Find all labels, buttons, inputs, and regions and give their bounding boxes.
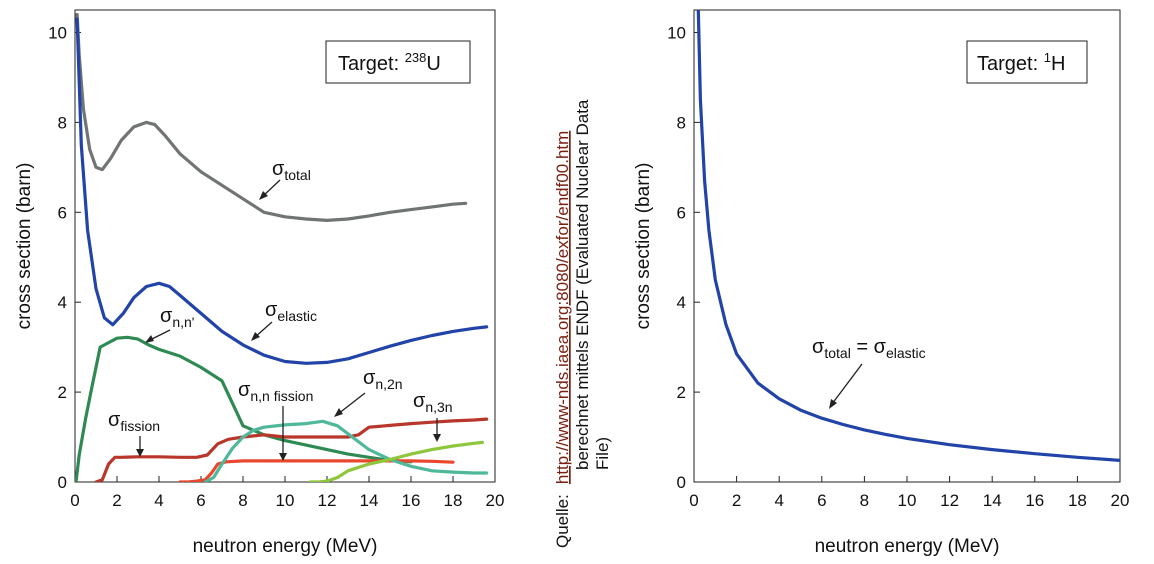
- y-tick-label: 2: [677, 383, 686, 402]
- x-tick-label: 2: [732, 491, 741, 510]
- series-line-elastic: [696, 10, 1120, 462]
- y-tick-label: 0: [677, 473, 686, 492]
- x-tick-label: 4: [154, 491, 163, 510]
- svg-text:σfission: σfission: [108, 409, 160, 434]
- annotation-total: σtotal: [259, 158, 311, 200]
- svg-text:σn,n': σn,n': [160, 305, 194, 330]
- y-axis-label-left: cross section (barn): [14, 163, 35, 330]
- series-line-fission: [94, 417, 489, 482]
- x-tick-label: 10: [276, 491, 295, 510]
- y-tick-label: 10: [667, 23, 686, 42]
- annotation-elastic: σelastic: [251, 299, 317, 341]
- x-tick-label: 16: [1025, 491, 1044, 510]
- target-element: H: [1051, 53, 1065, 75]
- x-tick-label: 18: [444, 491, 463, 510]
- annotation-total-eq-elastic: σtotal = σelastic: [812, 336, 926, 409]
- y-tick-label: 0: [58, 473, 67, 492]
- x-tick-label: 8: [860, 491, 869, 510]
- series-line-nn-fission: [178, 459, 455, 482]
- y-tick-label: 8: [58, 113, 67, 132]
- y-axis-label-right: cross section (barn): [633, 163, 654, 330]
- series-line-n3n: [308, 440, 484, 482]
- x-tick-label: 12: [940, 491, 959, 510]
- annotation-nn-fission: σn,n fission: [238, 379, 313, 461]
- x-tick-label: 20: [1111, 491, 1130, 510]
- annotation-n3n: σn,3n: [413, 390, 453, 442]
- source-line1: berechnet mittels ENDF (Evaluated Nuclea…: [573, 99, 592, 470]
- x-tick-label: 6: [817, 491, 826, 510]
- chart-u238: 0 2 4 6 8 10 12 14 16 18 20 0 2 4 6 8 10 Target: 238U ne…: [14, 9, 505, 557]
- series-line-nn-prime: [75, 335, 413, 482]
- svg-text:σn,n fission: σn,n fission: [238, 379, 313, 404]
- svg-text:Quelle:http://www-nds.iaea.org: Quelle: http://www-nds.iaea.org:8080/exfo…: [553, 131, 572, 548]
- svg-text:Target: 238U: Target: 238U: [338, 50, 441, 75]
- svg-text:σtotal: σtotal: [272, 158, 311, 183]
- y-tick-label: 8: [677, 113, 686, 132]
- x-tick-label: 14: [983, 491, 1002, 510]
- x-tick-label: 6: [196, 491, 205, 510]
- svg-text:σn,2n: σn,2n: [363, 367, 403, 392]
- series-line-total: [75, 12, 468, 222]
- annotation-nn-prime: σn,n': [145, 305, 194, 343]
- svg-text:σn,3n: σn,3n: [413, 390, 453, 415]
- target-element: U: [426, 53, 440, 75]
- x-tick-label: 2: [112, 491, 121, 510]
- annotation-n2n: σn,2n: [334, 367, 403, 417]
- y-tick-label: 2: [58, 383, 67, 402]
- y-tick-label: 10: [48, 23, 67, 42]
- x-tick-label: 8: [238, 491, 247, 510]
- x-tick-label: 14: [360, 491, 379, 510]
- y-tick-label: 6: [58, 203, 67, 222]
- chart-h1: 0 2 4 6 8 10 12 14 16 18 20 0 2 4 6 8 10 Target: 1H neut…: [633, 9, 1130, 557]
- x-tick-label: 18: [1068, 491, 1087, 510]
- y-tick-label: 4: [58, 293, 67, 312]
- target-box-h1: Target: 1H: [966, 40, 1088, 84]
- svg-text:Target: 1H: Target: 1H: [977, 50, 1065, 75]
- svg-text:σelastic: σelastic: [265, 299, 317, 324]
- target-label: Target:: [338, 53, 405, 75]
- series-line-n2n: [203, 419, 489, 482]
- target-box-u238: Target: 238U: [325, 40, 471, 84]
- x-axis-label-left: neutron energy (MeV): [193, 536, 378, 557]
- svg-text:σtotal = σelastic: σtotal = σelastic: [812, 336, 926, 361]
- target-label: Target:: [977, 53, 1044, 75]
- annotation-fission: σfission: [108, 409, 160, 457]
- x-tick-label: 0: [689, 491, 698, 510]
- x-tick-label: 12: [318, 491, 337, 510]
- x-tick-label: 10: [898, 491, 917, 510]
- source-prefix: Quelle:: [553, 494, 572, 548]
- y-tick-label: 4: [677, 293, 686, 312]
- source-url-link[interactable]: http://www-nds.iaea.org:8080/exfor/endf0…: [553, 131, 572, 484]
- source-note: Quelle: http://www-nds.iaea.org:8080/exfo…: [553, 99, 612, 548]
- x-tick-label: 16: [402, 491, 421, 510]
- target-mass: 1: [1044, 50, 1051, 65]
- source-line2: File): [593, 437, 612, 470]
- y-tick-label: 6: [677, 203, 686, 222]
- x-tick-label: 20: [486, 491, 505, 510]
- x-tick-label: 4: [774, 491, 783, 510]
- x-axis-label-right: neutron energy (MeV): [815, 536, 1000, 557]
- series-line-elastic: [75, 17, 489, 365]
- x-tick-label: 0: [70, 491, 79, 510]
- target-mass: 238: [405, 50, 427, 65]
